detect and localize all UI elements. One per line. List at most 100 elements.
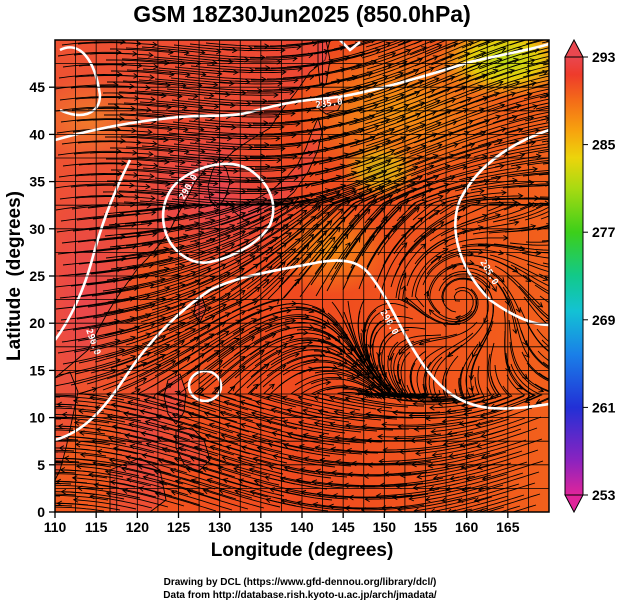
streamline [414, 143, 475, 166]
streamline [493, 131, 549, 146]
streamline-arrow [208, 422, 215, 429]
streamline [365, 493, 429, 500]
streamline [445, 237, 508, 248]
streamline [224, 401, 286, 420]
y-tick-label: 35 [29, 174, 45, 190]
streamline [428, 96, 488, 121]
streamline [105, 136, 168, 141]
streamline-arrow [403, 103, 410, 110]
streamline [526, 362, 549, 382]
streamline-arrow [528, 115, 535, 121]
streamline-arrow [178, 244, 185, 250]
streamline-arrow [329, 395, 335, 401]
streamline [122, 489, 185, 507]
streamline [459, 406, 521, 425]
streamline-arrow [28, 468, 33, 473]
streamline [272, 432, 335, 446]
streamline [383, 444, 447, 451]
streamline [398, 272, 430, 319]
streamline [334, 410, 398, 420]
streamline [460, 428, 522, 447]
streamline [55, 369, 116, 387]
streamline [73, 336, 136, 353]
streamline-arrow [413, 507, 419, 512]
streamline-arrow [315, 468, 322, 475]
streamline [389, 334, 442, 361]
streamline [498, 505, 521, 512]
streamline-arrow [566, 28, 571, 33]
streamline-arrow [482, 96, 489, 102]
streamline-arrow [72, 398, 79, 404]
streamline-arrow [317, 408, 324, 415]
streamline [526, 383, 549, 409]
streamline [173, 436, 235, 456]
streamline [194, 446, 256, 466]
streamline-arrow [234, 489, 240, 495]
streamline [233, 155, 297, 160]
streamline-arrow [190, 478, 197, 484]
streamline-arrow [511, 114, 518, 121]
streamline-arrow [129, 443, 136, 450]
streamline-arrow [465, 74, 472, 80]
streamline-arrow [262, 98, 268, 105]
streamline-arrow [362, 449, 368, 455]
streamline [0, 485, 55, 490]
streamline [379, 455, 443, 462]
streamline [521, 252, 549, 259]
streamline [381, 40, 400, 47]
streamline [55, 394, 77, 397]
streamline-arrow [512, 328, 518, 335]
streamline [479, 493, 541, 512]
streamline-arrow [368, 93, 375, 99]
streamline [129, 423, 191, 441]
streamline-arrow [280, 47, 286, 54]
streamline-arrow [60, 489, 67, 495]
streamline-arrow [278, 276, 285, 283]
streamline [55, 396, 61, 398]
streamline [402, 285, 446, 325]
streamline [169, 234, 231, 255]
streamline [295, 188, 356, 210]
streamline-arrow [528, 179, 535, 186]
streamline [201, 226, 261, 253]
streamline-arrow [43, 449, 48, 454]
streamline-arrow [428, 66, 435, 72]
streamline [214, 350, 265, 391]
streamline [55, 461, 112, 468]
streamline-arrow [128, 421, 135, 428]
streamline-arrow [254, 327, 261, 333]
streamline [225, 423, 287, 442]
streamline [448, 309, 489, 358]
streamline-arrow [374, 145, 381, 151]
streamline-arrow [203, 411, 210, 417]
streamline [118, 190, 182, 196]
streamline-arrow [492, 68, 499, 74]
streamline-arrow [343, 233, 349, 240]
streamline [347, 300, 367, 362]
streamline [161, 426, 223, 446]
streamline-arrow [261, 76, 267, 83]
streamline [155, 492, 217, 512]
streamline-arrow [389, 128, 395, 134]
streamline [314, 396, 377, 410]
streamline [237, 320, 296, 346]
streamline [214, 191, 278, 195]
streamline [507, 198, 549, 200]
streamline-arrow [365, 183, 372, 190]
streamline-arrow [399, 215, 405, 222]
streamline-arrow [438, 194, 444, 200]
streamline [55, 495, 61, 497]
streamline [155, 276, 216, 300]
streamline-arrow [542, 69, 549, 76]
colorbar-bottom-triangle [564, 494, 584, 514]
streamline [183, 279, 241, 309]
streamline-arrow [133, 285, 140, 292]
streamline [442, 278, 486, 303]
streamline [266, 354, 325, 377]
streamline-arrow [141, 377, 148, 383]
streamline-arrow [324, 211, 330, 218]
streamline-arrow [598, 87, 603, 92]
streamline-arrow [299, 467, 306, 473]
streamline [534, 184, 549, 187]
streamline [313, 136, 375, 154]
